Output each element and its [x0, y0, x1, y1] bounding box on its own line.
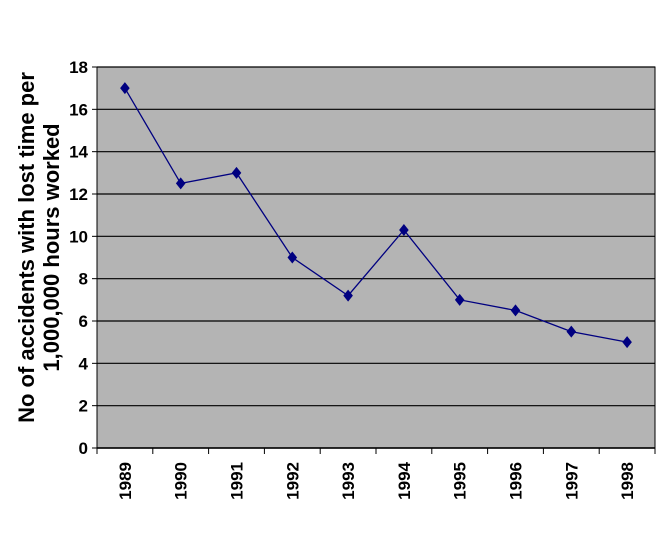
- plot-area: [96, 66, 656, 449]
- y-tick-label: 6: [79, 312, 88, 331]
- x-tick-label: 1996: [507, 462, 526, 500]
- y-tick-label: 4: [79, 354, 89, 373]
- data-point: [231, 166, 242, 179]
- data-point: [399, 223, 409, 236]
- y-tick-label: 12: [69, 185, 88, 204]
- x-tick-label: 1994: [395, 461, 414, 499]
- y-tick-label: 2: [79, 397, 88, 416]
- y-tick-label: 10: [69, 227, 88, 246]
- x-tick-label: 1993: [339, 462, 358, 500]
- x-tick-label: 1989: [116, 462, 135, 500]
- data-point: [454, 293, 465, 306]
- x-tick-label: 1995: [451, 462, 470, 500]
- x-tick-label: 1997: [562, 462, 581, 500]
- x-tick-label: 1998: [618, 462, 637, 500]
- x-tick-label: 1991: [228, 462, 247, 500]
- data-point: [510, 304, 521, 317]
- data-line: [124, 87, 628, 343]
- data-point: [287, 251, 298, 264]
- y-axis-label: 1,000,000 hours worked: [39, 123, 64, 371]
- y-tick-label: 8: [79, 270, 88, 289]
- y-tick-label: 0: [79, 439, 88, 458]
- data-point: [120, 82, 130, 95]
- data-point: [622, 336, 632, 349]
- y-tick-label: 18: [69, 58, 88, 77]
- y-axis-label: No of accidents with lost time per: [14, 72, 39, 423]
- data-point: [343, 289, 353, 302]
- y-tick-label: 16: [69, 100, 88, 119]
- y-tick-label: 14: [69, 143, 88, 162]
- data-point: [175, 177, 186, 190]
- data-point: [566, 325, 577, 338]
- x-tick-label: 1990: [172, 462, 191, 500]
- x-tick-label: 1992: [283, 462, 302, 500]
